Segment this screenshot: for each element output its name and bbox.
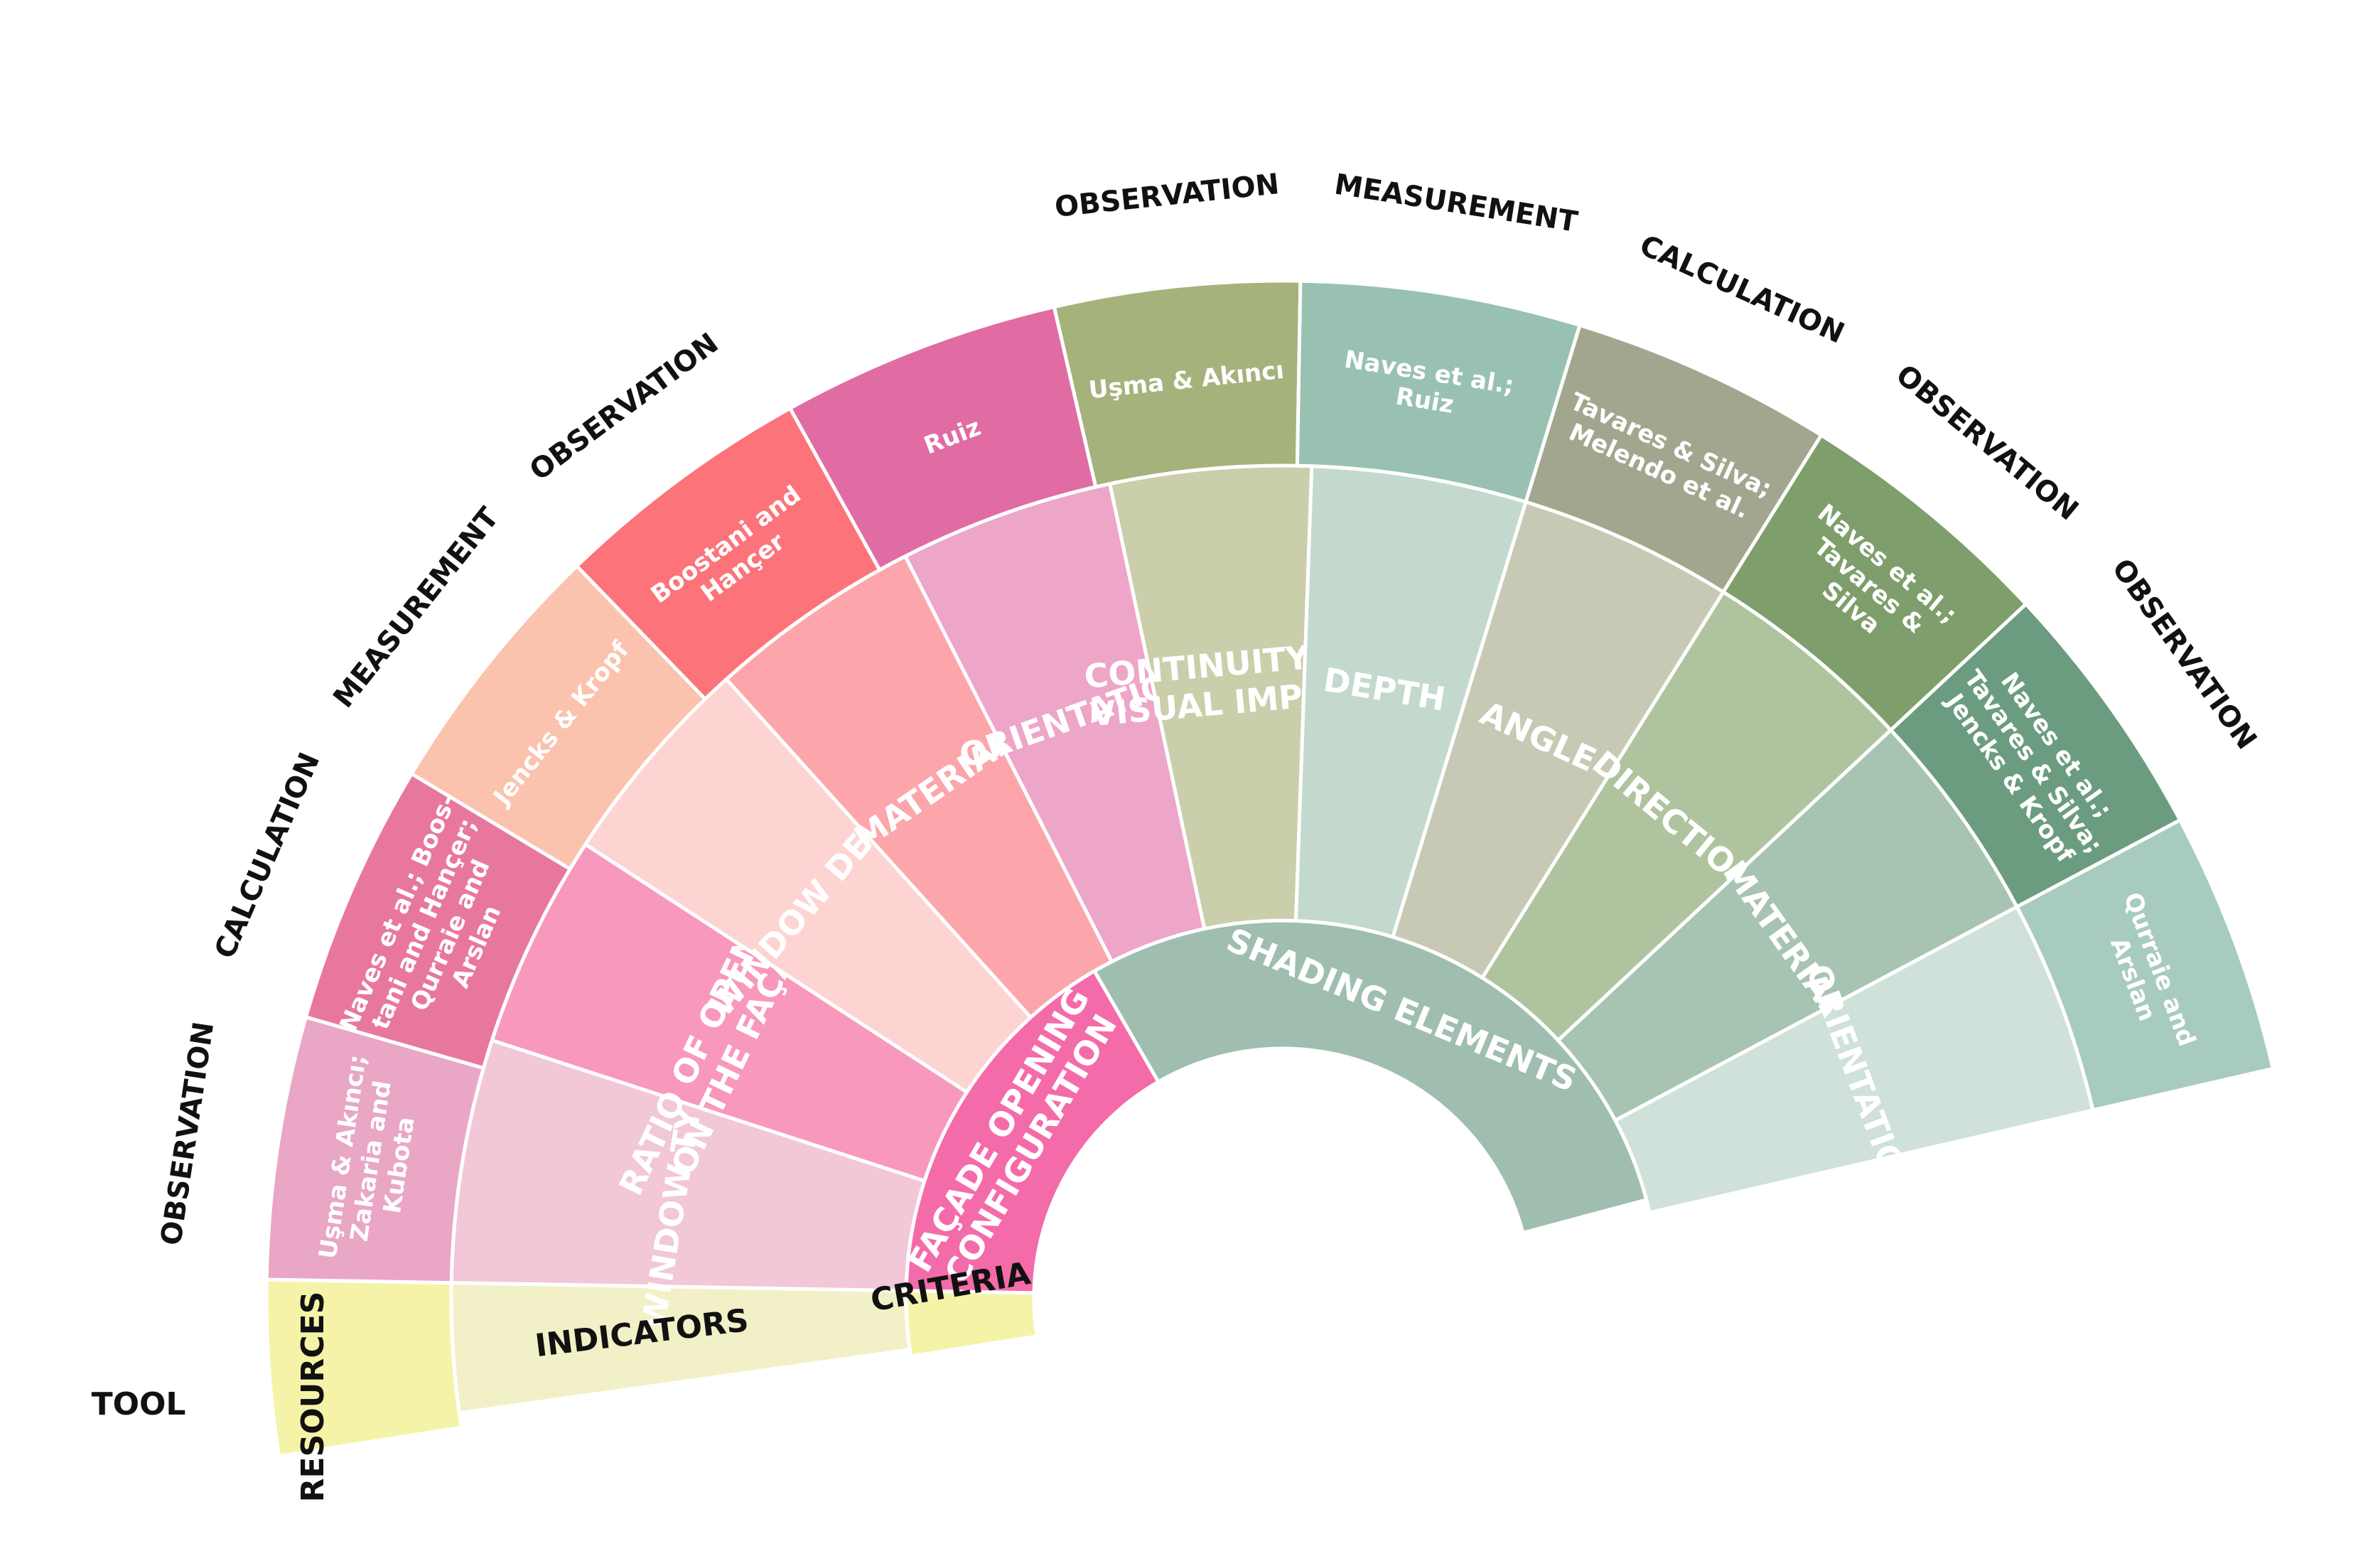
legend-resources-label: RESOURCES [295,1292,331,1503]
tool-label: OBSERVATION [1053,168,1281,224]
tool-label: CALCULATION [208,748,326,963]
legend-band [264,1277,912,1459]
tool-label: OBSERVATION [155,1019,220,1247]
resource-segment [2014,817,2276,1112]
tool-label: OBSERVATION [2106,553,2263,756]
tool-label: OBSERVATION [1890,358,2084,527]
tool-label: CALCULATION [1635,229,1849,350]
legend-indicators-segment [449,1281,912,1415]
tool-label: OBSERVATION [524,327,724,488]
legend-criteria-segment [904,1289,1040,1358]
legend-tool-label: TOOL [92,1386,186,1422]
tool-label: MEASUREMENT [1332,168,1581,239]
